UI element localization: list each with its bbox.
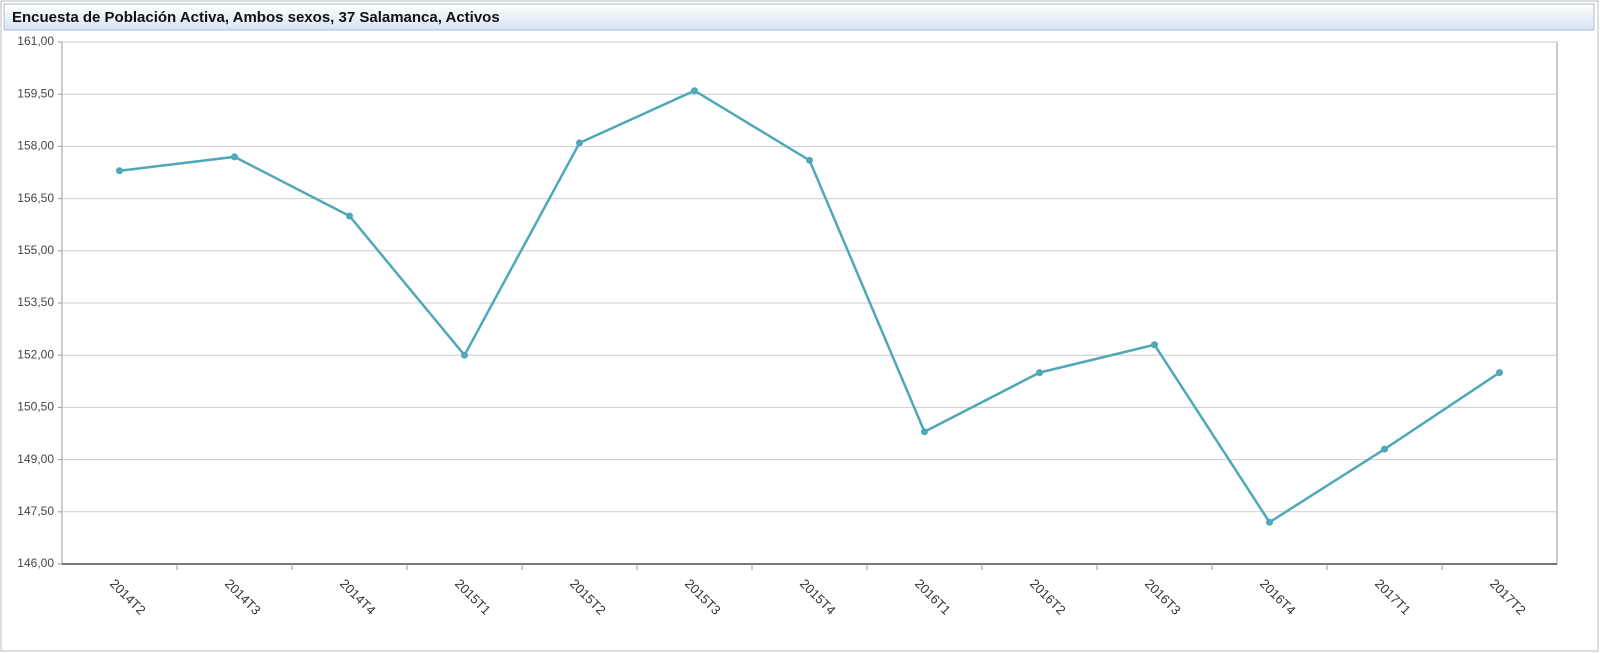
data-point	[1381, 445, 1388, 453]
y-tick-label: 155,00	[17, 243, 54, 257]
data-point	[346, 212, 353, 220]
data-point	[116, 167, 123, 175]
y-tick-label: 150,50	[17, 400, 54, 414]
y-tick-label: 159,50	[17, 86, 54, 100]
data-point	[1496, 369, 1503, 377]
y-tick-label: 147,50	[17, 504, 54, 518]
data-point	[1151, 341, 1158, 349]
data-point	[691, 87, 698, 95]
chart-title: Encuesta de Población Activa, Ambos sexo…	[12, 9, 500, 26]
y-tick-label: 161,00	[17, 34, 54, 48]
data-point	[461, 351, 468, 359]
title-bar	[3, 3, 1595, 31]
data-point	[921, 428, 928, 436]
data-point	[576, 139, 583, 147]
y-tick-label: 152,00	[17, 347, 54, 361]
data-point	[1036, 369, 1043, 377]
y-tick-label: 149,00	[17, 452, 54, 466]
y-tick-label: 156,50	[17, 191, 54, 205]
y-tick-label: 146,00	[17, 556, 54, 570]
data-point	[806, 156, 813, 164]
data-point	[231, 153, 238, 161]
y-tick-label: 153,50	[17, 295, 54, 309]
y-tick-label: 158,00	[17, 139, 54, 153]
data-point	[1266, 518, 1273, 526]
